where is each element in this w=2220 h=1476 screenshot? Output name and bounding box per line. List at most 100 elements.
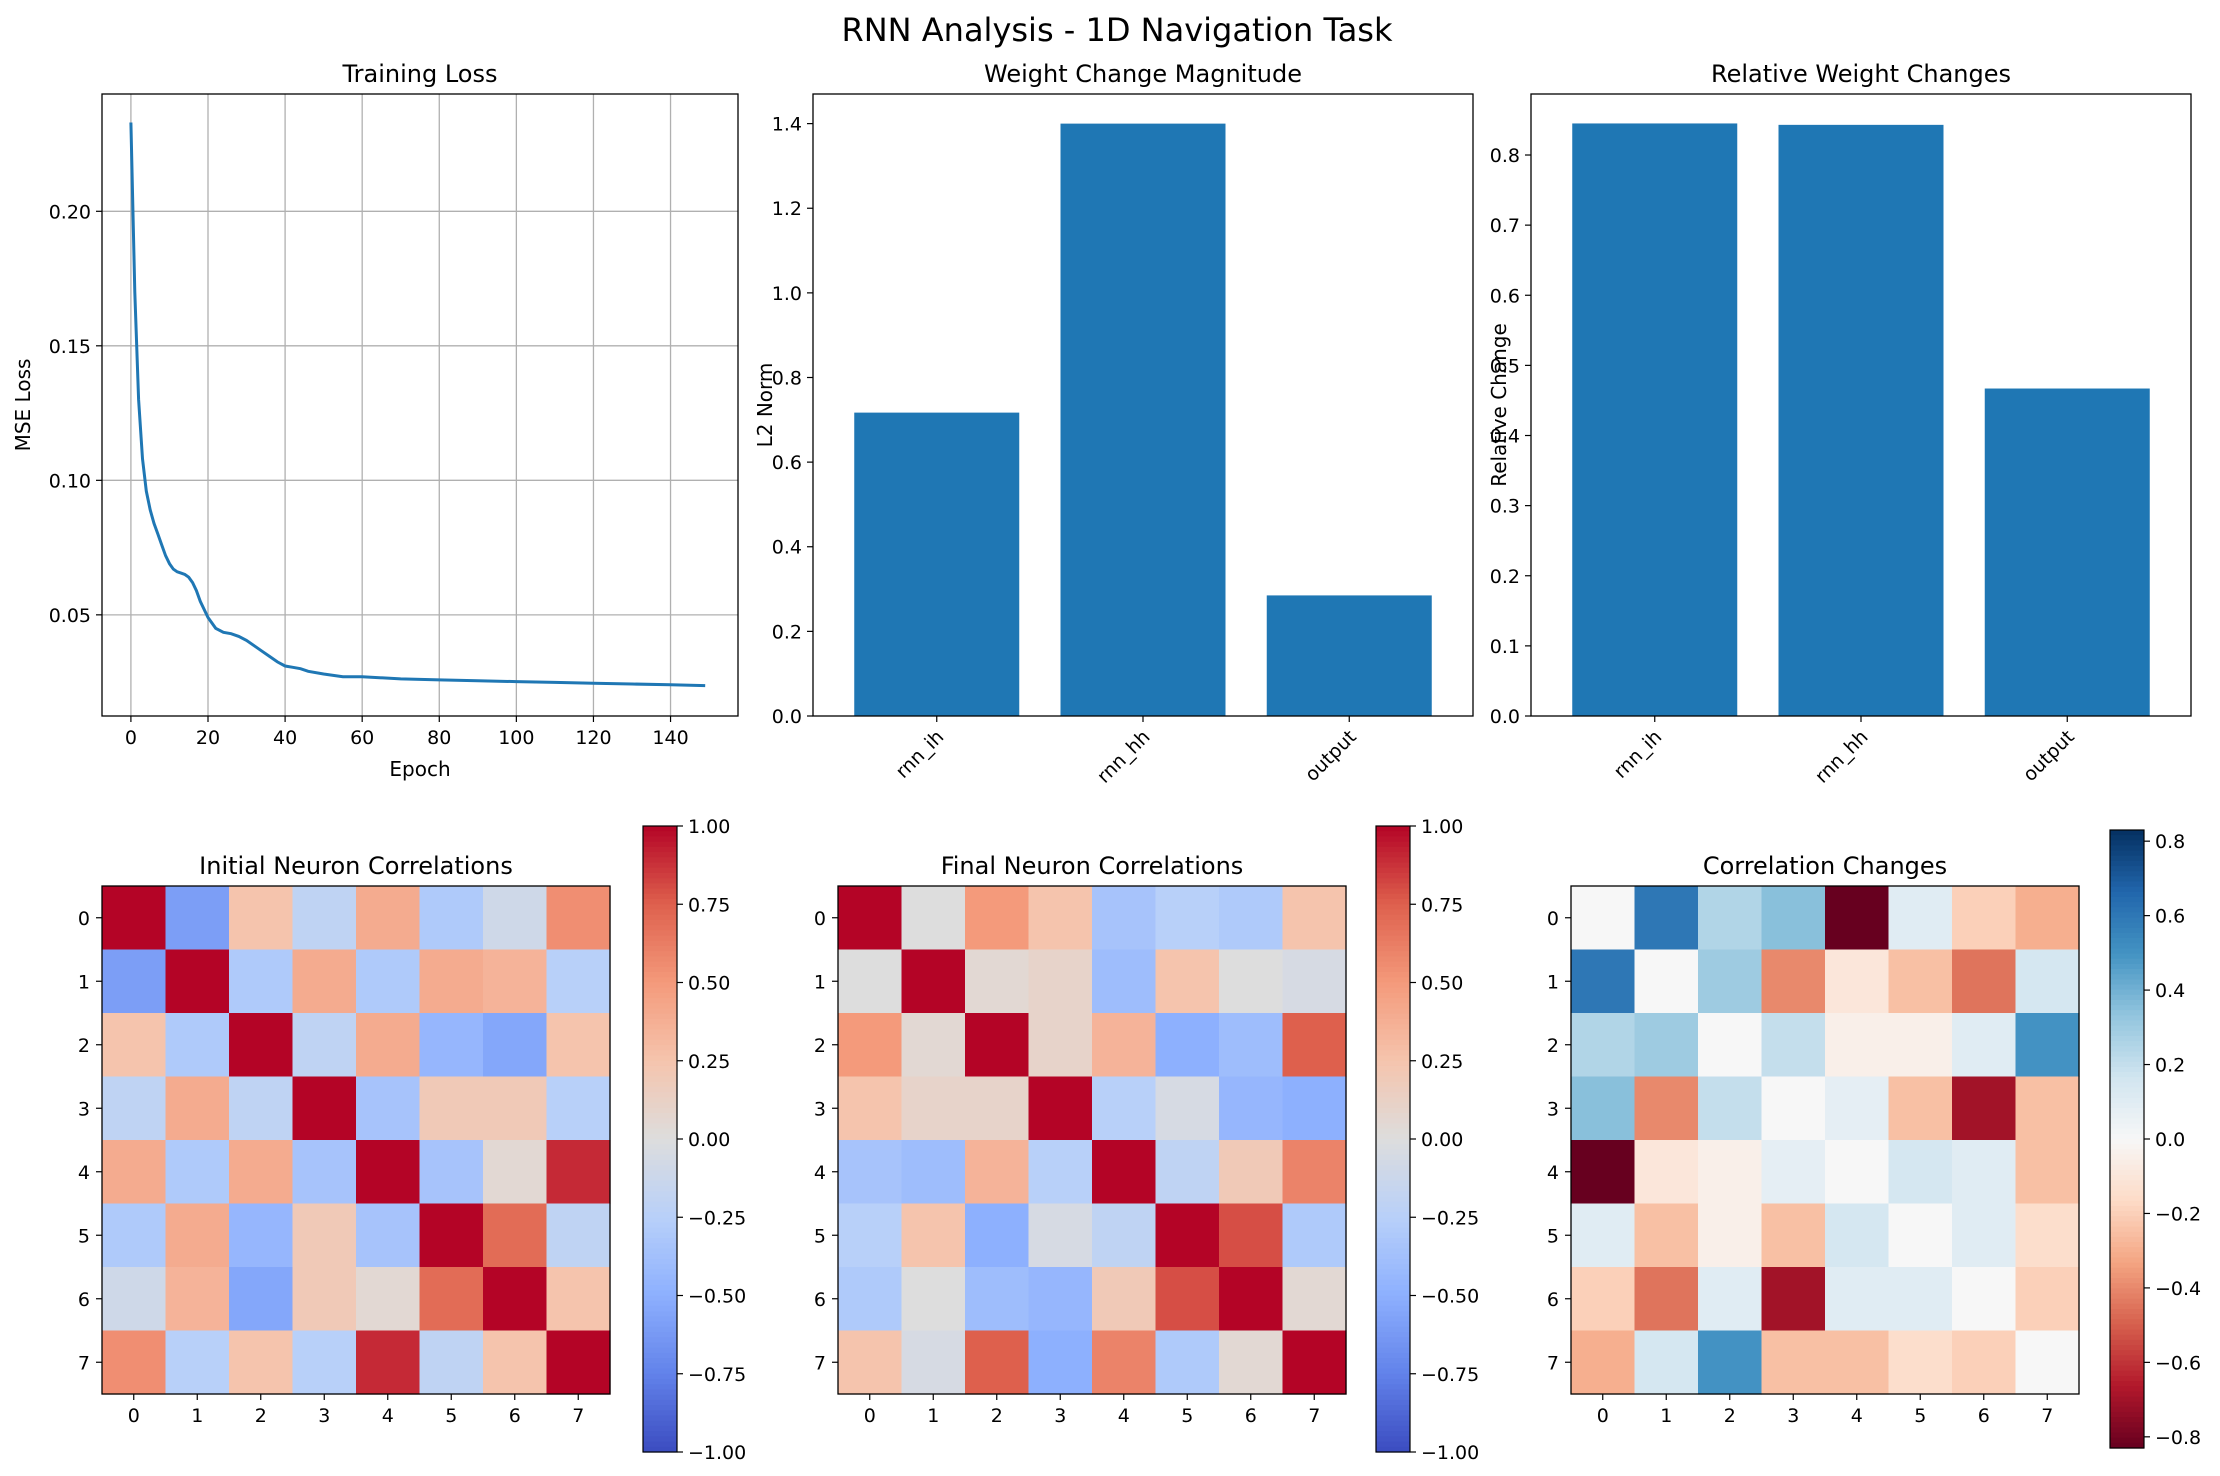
heatmap-cell: [1282, 1076, 1347, 1141]
heatmap-cell: [1634, 949, 1699, 1014]
colorbar-segment: [1376, 1389, 1410, 1396]
colorbar-segment: [643, 1290, 677, 1297]
colorbar-segment: [1376, 1217, 1410, 1224]
heatmap-cell: [1634, 1330, 1699, 1395]
chart-title: Correlation Changes: [1703, 852, 1947, 880]
heatmap-cell: [1952, 1140, 2017, 1205]
x-tick-label: 0: [128, 1405, 140, 1427]
colorbar-segment: [1376, 1003, 1410, 1010]
colorbar-segment: [643, 1279, 677, 1286]
heatmap-cell: [356, 1203, 421, 1268]
colorbar-segment: [2110, 1226, 2144, 1233]
colorbar-segment: [2110, 1236, 2144, 1243]
heatmap-cell: [1825, 1203, 1890, 1268]
heatmap-cell: [1219, 1203, 1284, 1268]
y-tick-label: 0.2: [1490, 566, 1520, 588]
colorbar-segment: [2110, 876, 2144, 883]
colorbar-segment: [1376, 1368, 1410, 1375]
heatmap-cell: [546, 1330, 611, 1395]
colorbar-segment: [643, 1352, 677, 1359]
colorbar-segment: [2110, 1128, 2144, 1135]
heatmap-cell: [102, 1267, 167, 1332]
colorbar-segment: [1376, 1321, 1410, 1328]
colorbar-segment: [2110, 1087, 2144, 1094]
colorbar-segment: [1376, 1055, 1410, 1062]
colorbar-segment: [2110, 1242, 2144, 1248]
heatmap-cell: [229, 1330, 294, 1395]
colorbar-segment: [643, 1076, 677, 1083]
colorbar-segment: [643, 1441, 677, 1448]
heatmap-cell: [1634, 1267, 1699, 1332]
colorbar-tick-label: −0.6: [2155, 1352, 2201, 1374]
colorbar-segment: [2110, 830, 2144, 836]
heatmap-cell: [1761, 1267, 1826, 1332]
colorbar-segment: [643, 1295, 677, 1302]
colorbar-segment: [2110, 1025, 2144, 1032]
heatmap-cell: [1698, 1203, 1763, 1268]
colorbar-segment: [643, 1055, 677, 1062]
colorbar-segment: [2110, 1314, 2144, 1320]
colorbar-segment: [643, 1029, 677, 1036]
heatmap-cell: [965, 1076, 1030, 1141]
y-tick-label: 0.10: [49, 470, 91, 492]
heatmap-cell: [1028, 1330, 1093, 1395]
colorbar-segment: [1376, 852, 1410, 858]
heatmap-cell: [102, 949, 167, 1014]
heatmap-cell: [1698, 1076, 1763, 1141]
colorbar-segment: [1376, 1128, 1410, 1135]
colorbar-segment: [643, 878, 677, 884]
colorbar-segment: [1376, 1269, 1410, 1276]
colorbar-segment: [1376, 1279, 1410, 1286]
y-tick-label: 1: [1547, 971, 1559, 993]
heatmap-cell: [165, 886, 230, 951]
heatmap-cell: [1155, 1076, 1220, 1141]
colorbar-segment: [643, 1373, 677, 1380]
colorbar-segment: [1376, 1065, 1410, 1072]
heatmap-cell: [838, 1140, 903, 1205]
x-tick-label: output: [1301, 726, 1361, 786]
y-tick-label: 0.4: [1490, 426, 1520, 448]
x-tick-label: 5: [1914, 1405, 1926, 1427]
x-tick-label: 1: [927, 1405, 939, 1427]
colorbar-segment: [643, 1389, 677, 1396]
x-tick-label: 6: [1978, 1405, 1990, 1427]
heatmap-cell: [1571, 1140, 1636, 1205]
colorbar-segment: [643, 1086, 677, 1093]
heatmap-cell: [965, 1330, 1030, 1395]
y-tick-label: 0.0: [772, 706, 802, 728]
colorbar-segment: [2110, 1113, 2144, 1119]
colorbar-segment: [1376, 899, 1410, 905]
colorbar-segment: [2110, 1360, 2144, 1367]
heatmap-cell: [1698, 949, 1763, 1014]
colorbar-segment: [643, 1191, 677, 1197]
colorbar-segment: [1376, 1112, 1410, 1119]
colorbar-segment: [643, 831, 677, 838]
colorbar-tick-label: −1.00: [688, 1442, 746, 1464]
colorbar-segment: [1376, 846, 1410, 853]
heatmap-cell: [292, 949, 357, 1014]
x-tick-label: 100: [498, 727, 534, 749]
colorbar-segment: [1376, 1337, 1410, 1344]
heatmap-cell: [1634, 1013, 1699, 1078]
colorbar-segment: [1376, 1326, 1410, 1333]
heatmap-cell: [419, 1330, 484, 1395]
colorbar-segment: [2110, 969, 2144, 975]
colorbar-segment: [643, 1420, 677, 1427]
colorbar-segment: [643, 1118, 677, 1124]
heatmap-cell: [1761, 1203, 1826, 1268]
x-tick-label: 5: [445, 1405, 457, 1427]
x-axis-label: Epoch: [389, 757, 450, 781]
colorbar-tick-label: −0.25: [688, 1207, 746, 1229]
colorbar-segment: [1376, 1352, 1410, 1359]
heatmap-cell: [1282, 1140, 1347, 1205]
colorbar-segment: [2110, 907, 2144, 913]
colorbar-segment: [2110, 953, 2144, 960]
colorbar-segment: [2110, 1041, 2144, 1047]
colorbar-segment: [643, 1154, 677, 1161]
heatmap-cell: [356, 949, 421, 1014]
colorbar-segment: [1376, 1238, 1410, 1244]
colorbar-segment: [643, 1232, 677, 1239]
heatmap-cell: [102, 1330, 167, 1395]
heatmap-cell: [1028, 1267, 1093, 1332]
